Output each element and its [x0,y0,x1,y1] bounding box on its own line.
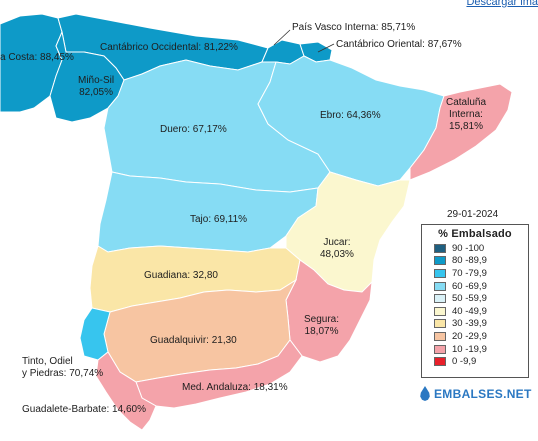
basin-mino-sil[interactable] [49,30,125,123]
label-cantabrico-oriental: Cantábrico Oriental: 87,67% [336,39,462,50]
legend-label: 70 -79,9 [452,267,487,279]
legend-item: 90 -100 [422,242,528,255]
download-image-link[interactable]: Descargar imá [466,0,538,8]
label-med-andaluza: Med. Andaluza: 18,31% [182,382,288,393]
label-tinto-odiel-piedras: Tinto, Odiel y Piedras: 70,74% [22,356,104,379]
label-mino-sil: Miño-Sil 82,05% [78,75,115,98]
legend-item: 60 -69,9 [422,280,528,293]
legend-swatch [434,256,446,266]
label-cataluna-interna: Cataluña Interna: 15,81% [446,97,487,132]
legend-label: 90 -100 [452,242,485,254]
label-guadalete-barbate: Guadalete-Barbate: 14,60% [22,404,146,415]
legend-item: 20 -29,9 [422,330,528,343]
date-label: 29-01-2024 [447,209,499,220]
legend-swatch [434,294,446,304]
basin-cataluna-interna[interactable] [409,83,513,181]
label-guadiana: Guadiana: 32,80 [144,270,218,281]
label-duero: Duero: 67,17% [160,124,227,135]
legend-label: 80 -89,9 [452,255,487,267]
brand-logo: EMBALSES.NET [419,386,532,401]
legend-swatch [434,306,446,316]
legend-swatch [434,357,446,367]
legend-label: 50 -59,9 [452,293,487,305]
legend-label: 0 -9,9 [452,356,477,368]
basin-med-andaluza[interactable] [135,339,303,409]
legend-item: 50 -59,9 [422,292,528,305]
legend-item: 30 -39,9 [422,318,528,331]
legend-label: 40 -49,9 [452,305,487,317]
legend-item: 80 -89,9 [422,255,528,268]
legend-label: 20 -29,9 [452,330,487,342]
leader-pais-vasco [273,29,291,46]
label-segura: Segura: 18,07% [304,314,340,337]
water-drop-icon [420,386,430,401]
label-galicia-costa: a Costa: 88,45% [0,52,74,63]
legend-item: 70 -79,9 [422,267,528,280]
legend-swatch [434,268,446,278]
legend: % Embalsado 90 -100 80 -89,9 70 -79,9 60 -6… [421,224,529,378]
label-jucar: Jucar: 48,03% [320,237,354,260]
label-cantabrico-occidental: Cantábrico Occidental: 81,22% [100,42,238,53]
legend-swatch [434,344,446,354]
legend-title: % Embalsado [438,228,512,240]
basin-guadalete-barbate[interactable] [95,351,157,431]
legend-label: 30 -39,9 [452,318,487,330]
label-tajo: Tajo: 69,11% [190,214,248,225]
legend-item: 0 -9,9 [422,355,528,368]
label-ebro: Ebro: 64,36% [320,110,381,121]
leader-cantabrico-oriental [317,43,335,53]
legend-swatch [434,243,446,253]
legend-label: 60 -69,9 [452,280,487,292]
label-pais-vasco-interna: País Vasco Interna: 85,71% [292,22,416,33]
legend-swatch [434,331,446,341]
label-guadalquivir: Guadalquivir: 21,30 [150,335,237,346]
legend-item: 40 -49,9 [422,305,528,318]
legend-label: 10 -19,9 [452,343,487,355]
legend-item: 10 -19,9 [422,343,528,356]
legend-swatch [434,319,446,329]
brand-name: EMBALSES.NET [434,386,532,401]
legend-swatch [434,281,446,291]
